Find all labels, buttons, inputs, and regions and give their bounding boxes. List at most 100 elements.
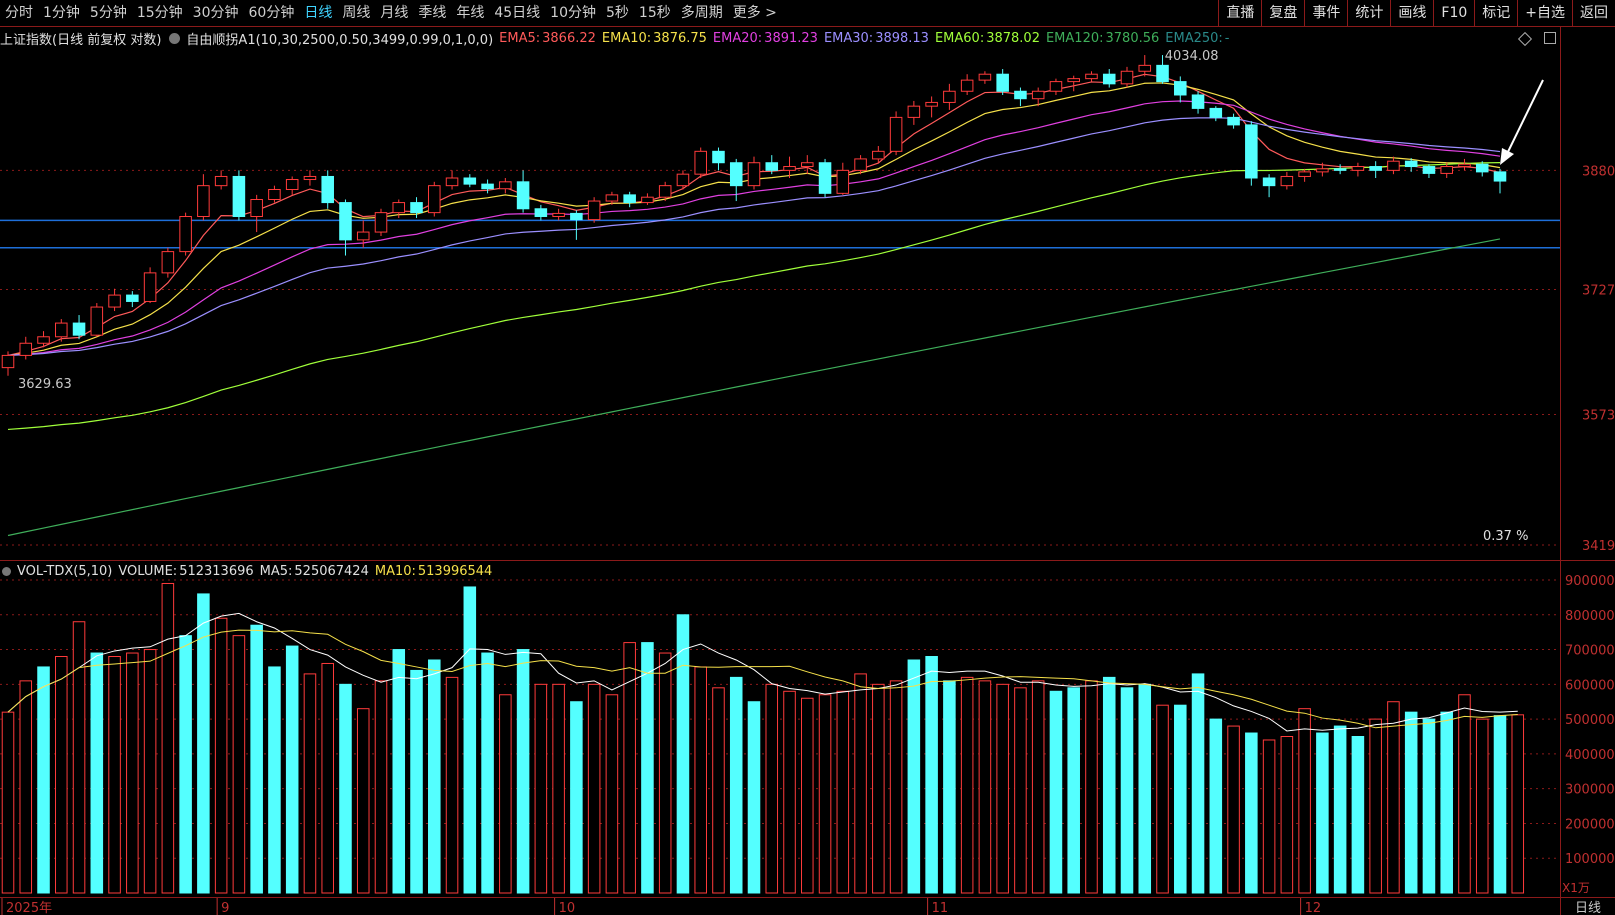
volume-unit-label: X1万: [1562, 881, 1590, 895]
tool-button-1[interactable]: 复盘: [1261, 0, 1304, 26]
volume-bar-50: [889, 680, 903, 894]
volume-bar-16: [285, 645, 299, 894]
ema-value-0: 3866.22: [542, 30, 596, 46]
candle-83: [1475, 163, 1489, 173]
tab-2[interactable]: 5分钟: [89, 5, 127, 21]
candle-13: [232, 175, 246, 218]
volume-value: 512313696: [179, 563, 254, 579]
volume-bar-45: [801, 697, 814, 894]
candle-22: [392, 202, 406, 214]
volume-bar-57: [1014, 687, 1027, 894]
candle-27: [481, 183, 494, 190]
candle-65: [1156, 64, 1169, 83]
indicator-label[interactable]: 自由顺拐A1(10,30,2500,0.50,3499,0.99,0,1,0,0…: [186, 32, 494, 48]
volume-bar-38: [676, 614, 690, 894]
tab-9[interactable]: 季线: [418, 5, 447, 21]
panel-toggle-icon[interactable]: [1544, 32, 1556, 44]
volume-bar-26: [463, 586, 477, 894]
tool-button-5[interactable]: F10: [1433, 0, 1474, 26]
candle-21: [374, 212, 388, 233]
volume-bar-48: [854, 673, 867, 894]
volume-tick-8: 100000: [1565, 852, 1615, 867]
ema-line-20: [7, 100, 1501, 357]
tab-13[interactable]: 5秒: [605, 5, 629, 21]
corner-label: 日线: [1575, 901, 1601, 915]
tool-button-6[interactable]: 标记: [1474, 0, 1517, 26]
x-label-4: 12: [1305, 901, 1322, 915]
candle-50: [889, 116, 903, 152]
candle-15: [268, 188, 281, 201]
volume-bar-5: [90, 652, 104, 894]
volume-bar-44: [783, 690, 796, 894]
candle-55: [978, 73, 992, 81]
volume-bar-79: [1404, 711, 1418, 894]
volume-bar-20: [356, 708, 370, 894]
volume-bar-2: [37, 666, 50, 894]
tab-1[interactable]: 1分钟: [43, 5, 80, 21]
x-label-3: 11: [932, 901, 949, 915]
volume-toggle-icon[interactable]: [2, 566, 11, 576]
volume-bar-14: [250, 624, 263, 894]
volume-tick-2: 700000: [1565, 644, 1615, 659]
tool-button-8[interactable]: 返回: [1572, 0, 1615, 26]
low-price-label: 3629.63: [18, 377, 72, 392]
candle-52: [925, 101, 938, 107]
tab-5[interactable]: 60分钟: [248, 5, 295, 21]
candle-11: [197, 185, 210, 218]
tab-3[interactable]: 15分钟: [136, 5, 183, 21]
tool-button-2[interactable]: 事件: [1304, 0, 1347, 26]
volume-bar-69: [1227, 725, 1240, 894]
candle-3: [55, 322, 68, 338]
tool-button-0[interactable]: 直播: [1218, 0, 1261, 26]
volume-bar-36: [641, 642, 654, 894]
price-pane-title[interactable]: 上证指数(日线 前复权 对数): [0, 32, 162, 48]
tab-11[interactable]: 45日线: [494, 5, 541, 21]
candle-43: [765, 162, 779, 171]
tab-8[interactable]: 月线: [380, 5, 409, 21]
volume-bar-12: [214, 617, 228, 894]
diamond-icon[interactable]: [1517, 31, 1533, 47]
candle-79: [1404, 160, 1418, 168]
volume-bar-10: [179, 635, 192, 894]
tool-button-3[interactable]: 统计: [1347, 0, 1390, 26]
ema-label-5: EMA120:: [1045, 30, 1104, 46]
volume-bar-30: [534, 683, 548, 894]
tab-10[interactable]: 年线: [456, 5, 485, 21]
tool-button-7[interactable]: +自选: [1517, 0, 1572, 26]
price-tick-2: 3573: [1582, 409, 1615, 424]
volume-bar-63: [1120, 687, 1134, 894]
candle-32: [570, 212, 583, 221]
tab-12[interactable]: 10分钟: [550, 5, 596, 21]
volume-bar-43: [765, 683, 779, 894]
tool-button-4[interactable]: 画线: [1390, 0, 1433, 26]
indicator-toggle-icon[interactable]: [169, 32, 181, 44]
volume-title[interactable]: VOL-TDX(5,10): [17, 563, 113, 579]
candle-24: [428, 185, 441, 214]
pane-separator: [0, 560, 1615, 561]
ema-line-60: [7, 161, 1501, 431]
volume-bar-29: [516, 649, 530, 894]
volume-bar-19: [339, 683, 352, 894]
volume-tick-1: 800000: [1565, 609, 1615, 624]
candle-37: [658, 185, 672, 198]
tab-0[interactable]: 分时: [5, 5, 33, 21]
volume-bar-56: [996, 683, 1009, 894]
tab-15[interactable]: 多周期: [680, 5, 723, 21]
candle-75: [1333, 168, 1347, 171]
tab-7[interactable]: 周线: [342, 5, 371, 21]
volume-bar-0: [1, 711, 15, 894]
tab-6[interactable]: 日线: [304, 5, 333, 21]
volume-bar-59: [1049, 690, 1063, 894]
volume-bar-54: [960, 676, 974, 894]
candle-31: [552, 212, 565, 218]
tab-16[interactable]: 更多 >: [732, 5, 777, 21]
tab-14[interactable]: 15秒: [638, 5, 671, 21]
tab-4[interactable]: 30分钟: [192, 5, 239, 21]
percent-label: 0.37 %: [1483, 529, 1528, 544]
ema-value-4: 3878.02: [986, 30, 1040, 46]
candle-48: [854, 158, 867, 171]
candle-74: [1316, 168, 1329, 173]
volume-bar-68: [1209, 718, 1223, 894]
candle-40: [712, 150, 725, 164]
